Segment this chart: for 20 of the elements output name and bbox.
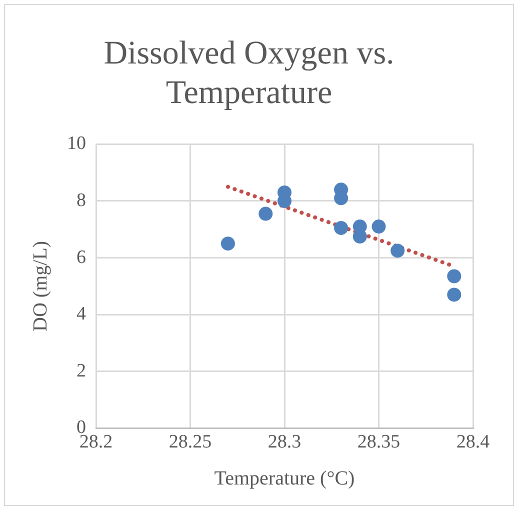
point (390, 244, 405, 258)
y-tick-label: 4 (76, 304, 86, 325)
y-tick-label: 10 (67, 133, 86, 154)
point (258, 206, 273, 221)
x-axis-title: Temperature (°C) (214, 467, 355, 490)
x-tick-label: 28.4 (456, 432, 490, 453)
point (352, 230, 367, 244)
x-tick-label: 28.3 (268, 432, 302, 453)
y-axis-title: DO (mg/L) (29, 240, 52, 332)
point (447, 269, 462, 284)
y-tick-label: 6 (76, 246, 86, 268)
y-tick-label: 2 (76, 360, 86, 382)
point (334, 220, 348, 235)
x-tick-label: 28.35 (357, 432, 400, 453)
point (220, 236, 235, 251)
point (447, 288, 462, 302)
x-tick-label: 28.25 (168, 432, 212, 453)
chart-title: Dissolved Oxygen vs. Temperature (104, 35, 394, 112)
y-tick-label: 8 (76, 190, 86, 211)
point (372, 220, 386, 234)
